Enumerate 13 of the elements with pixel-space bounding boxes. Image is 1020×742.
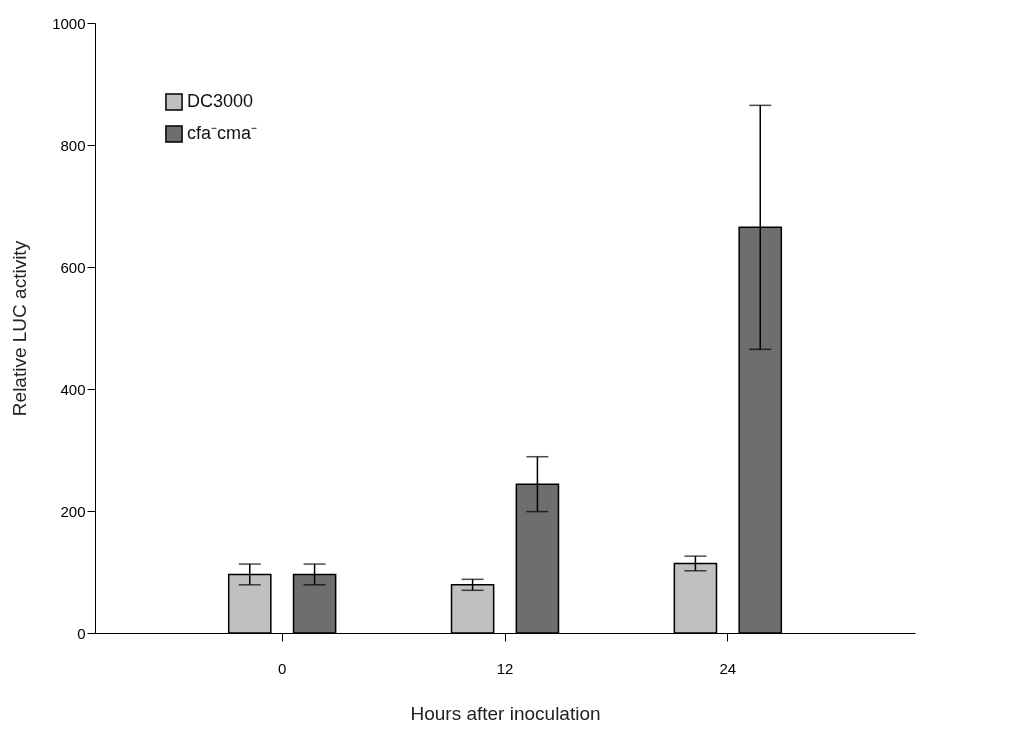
legend-label: cfa⁻cma⁻ — [187, 123, 258, 143]
x-tick-label: 12 — [496, 659, 514, 677]
y-tick-label: 800 — [60, 136, 86, 154]
y-axis-title: Relative LUC activity — [9, 240, 31, 417]
y-tick-label: 600 — [60, 258, 86, 276]
legend-label: DC3000 — [187, 91, 254, 111]
x-tick-label: 24 — [719, 659, 737, 677]
x-axis-title: Hours after inoculation — [410, 702, 601, 724]
y-tick-label: 200 — [60, 502, 86, 520]
y-tick-label: 0 — [77, 624, 86, 642]
y-tick-label: 1000 — [52, 14, 86, 32]
y-tick-label: 400 — [60, 380, 86, 398]
x-tick-label: 0 — [278, 659, 287, 677]
